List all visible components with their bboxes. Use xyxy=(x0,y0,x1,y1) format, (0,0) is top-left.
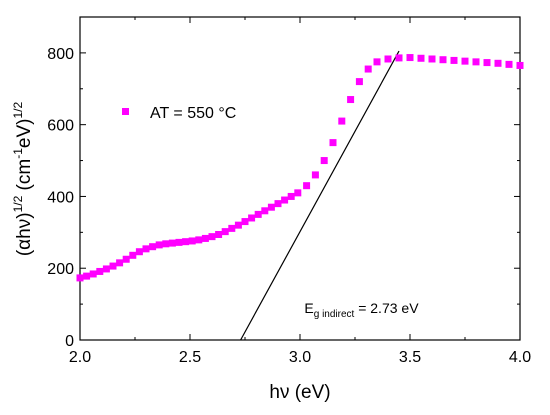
data-point xyxy=(303,182,311,190)
data-point xyxy=(248,214,256,222)
data-point xyxy=(294,189,302,197)
tick-labels: 2.0 2.5 3.0 3.5 4.0 0 200 400 600 800 xyxy=(47,46,531,366)
data-point xyxy=(168,239,176,247)
data-point xyxy=(483,59,491,67)
data-point xyxy=(182,238,190,246)
data-point xyxy=(472,58,480,66)
data-point xyxy=(450,56,458,64)
data-point xyxy=(274,200,282,208)
data-point xyxy=(149,243,157,251)
data-point xyxy=(228,224,236,232)
y-axis-label: (αhν)1/2 (cm-1eV)1/2 xyxy=(11,102,35,257)
y-label-hnu: hν xyxy=(14,219,35,239)
data-point xyxy=(234,221,242,229)
data-point xyxy=(155,241,163,249)
y-label-sup1: 1/2 xyxy=(11,195,25,212)
y-label-sup2: -1 xyxy=(11,148,25,159)
data-point xyxy=(395,54,403,62)
data-point xyxy=(102,265,110,273)
legend-marker xyxy=(122,108,129,115)
y-tick-label: 600 xyxy=(47,118,74,135)
data-point xyxy=(241,218,249,226)
data-point xyxy=(461,57,469,65)
data-point xyxy=(320,157,328,165)
data-point xyxy=(76,274,84,282)
x-tick-label: 4.0 xyxy=(509,349,531,366)
data-point xyxy=(267,203,275,211)
data-point xyxy=(109,262,117,270)
x-axis-label: hν (eV) xyxy=(269,382,330,403)
y-tick-label: 800 xyxy=(47,46,74,63)
annotation-main: E xyxy=(304,300,313,316)
x-tick-label: 2.5 xyxy=(179,349,201,366)
x-label-prefix: h xyxy=(269,382,280,403)
data-point xyxy=(281,196,289,204)
data-point xyxy=(162,240,170,248)
annotation-value: = 2.73 eV xyxy=(354,300,419,316)
data-point xyxy=(373,58,381,66)
data-point xyxy=(311,171,319,179)
data-point xyxy=(261,207,269,215)
data-point xyxy=(96,267,104,275)
data-point xyxy=(188,237,196,245)
data-point xyxy=(505,60,513,68)
x-tick-label: 3.0 xyxy=(289,349,311,366)
data-point xyxy=(175,238,183,246)
y-tick-label: 200 xyxy=(47,261,74,278)
y-tick-label: 400 xyxy=(47,189,74,206)
legend-label: AT = 550 °C xyxy=(150,105,236,122)
data-point xyxy=(287,192,295,200)
x-label-suffix: (eV) xyxy=(289,382,330,403)
x-tick-label: 2.0 xyxy=(69,349,91,366)
data-point xyxy=(135,248,143,256)
data-point xyxy=(384,55,392,63)
data-point xyxy=(355,78,363,86)
data-point xyxy=(516,61,524,69)
data-points xyxy=(76,54,524,282)
data-point xyxy=(142,245,150,253)
y-label-open: ( xyxy=(14,249,35,256)
data-point xyxy=(215,230,223,238)
data-point xyxy=(347,96,355,104)
y-label-mid: (cm xyxy=(14,159,35,196)
data-point xyxy=(494,59,502,67)
annotation-subscript: g indirect xyxy=(314,309,355,320)
y-label-sup3: 1/2 xyxy=(11,102,25,119)
data-point xyxy=(208,233,216,241)
y-tick-label: 0 xyxy=(65,333,74,350)
data-point xyxy=(195,236,203,244)
data-point xyxy=(417,54,425,62)
y-label-ev: eV) xyxy=(14,119,35,149)
data-point xyxy=(329,139,337,147)
data-point xyxy=(254,210,262,218)
data-point xyxy=(364,65,372,73)
data-point xyxy=(89,270,97,278)
data-point xyxy=(83,272,91,280)
data-point xyxy=(221,228,229,236)
x-tick-label: 3.5 xyxy=(399,349,421,366)
y-label-close: ) xyxy=(14,212,35,218)
data-point xyxy=(428,55,436,63)
data-point xyxy=(406,54,414,62)
data-point xyxy=(129,251,137,259)
data-point xyxy=(338,117,346,125)
axis-ticks xyxy=(79,17,521,341)
data-point xyxy=(122,255,130,263)
fit-line xyxy=(240,50,400,341)
data-point xyxy=(201,234,209,242)
data-point xyxy=(439,56,447,64)
bandgap-annotation: Eg indirect = 2.73 eV xyxy=(304,300,419,320)
y-label-alpha: α xyxy=(14,239,35,250)
plot-frame xyxy=(79,16,521,341)
x-label-nu: ν xyxy=(280,382,290,403)
data-point xyxy=(116,259,124,267)
